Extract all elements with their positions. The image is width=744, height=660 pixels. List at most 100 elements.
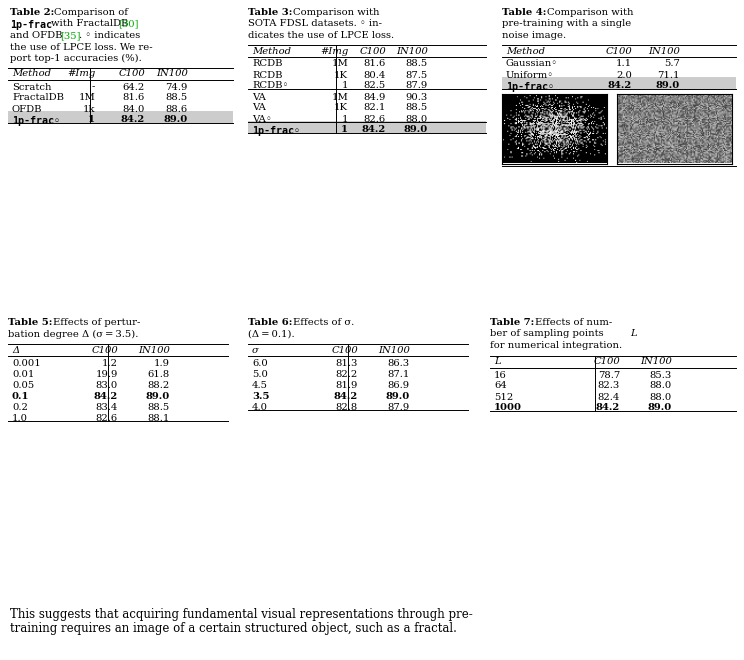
Text: L: L <box>630 329 637 339</box>
Text: Gaussian◦: Gaussian◦ <box>506 59 558 69</box>
Text: 88.0: 88.0 <box>405 114 428 123</box>
Text: 84.2: 84.2 <box>596 403 620 412</box>
Text: 88.6: 88.6 <box>166 104 188 114</box>
Text: bation degree Δ (σ = 3.5).: bation degree Δ (σ = 3.5). <box>8 329 138 339</box>
Text: [35]: [35] <box>60 31 80 40</box>
Text: port top-1 accuracies (%).: port top-1 accuracies (%). <box>10 54 142 63</box>
Text: 89.0: 89.0 <box>648 403 672 412</box>
Text: 82.6: 82.6 <box>96 414 118 423</box>
Text: 87.5: 87.5 <box>405 71 428 79</box>
Text: 81.3: 81.3 <box>336 359 358 368</box>
Text: 1: 1 <box>88 115 95 125</box>
Text: dicates the use of LPCE loss.: dicates the use of LPCE loss. <box>248 31 394 40</box>
Text: Effects of σ.: Effects of σ. <box>293 318 354 327</box>
Text: 16: 16 <box>494 370 507 380</box>
Text: 89.0: 89.0 <box>385 392 410 401</box>
Text: 5.0: 5.0 <box>252 370 268 379</box>
Text: 5.7: 5.7 <box>664 59 680 69</box>
Text: 1p-frac◦: 1p-frac◦ <box>12 115 60 125</box>
Text: 64: 64 <box>494 381 507 391</box>
Text: 1p-frac◦: 1p-frac◦ <box>506 81 554 92</box>
Text: 0.01: 0.01 <box>12 370 34 379</box>
Text: 84.9: 84.9 <box>364 92 386 102</box>
Text: 82.4: 82.4 <box>597 393 620 401</box>
Text: 0.05: 0.05 <box>12 381 34 390</box>
Text: 80.4: 80.4 <box>364 71 386 79</box>
Text: C100: C100 <box>92 346 118 355</box>
Text: FractalDB: FractalDB <box>12 94 64 102</box>
Text: . ◦ indicates: . ◦ indicates <box>79 31 141 40</box>
Text: 74.9: 74.9 <box>166 82 188 92</box>
Text: [30]: [30] <box>118 20 138 28</box>
Text: pre-training with a single: pre-training with a single <box>502 20 631 28</box>
Text: 71.1: 71.1 <box>658 71 680 79</box>
Text: 4.5: 4.5 <box>252 381 268 390</box>
Text: Scratch: Scratch <box>12 82 51 92</box>
Text: ber of sampling points: ber of sampling points <box>490 329 607 339</box>
Text: 1k: 1k <box>83 104 95 114</box>
Text: 81.6: 81.6 <box>364 59 386 69</box>
Text: 83.0: 83.0 <box>96 381 118 390</box>
Text: 87.1: 87.1 <box>388 370 410 379</box>
Text: 1M: 1M <box>331 92 348 102</box>
Text: 84.2: 84.2 <box>362 125 386 135</box>
Text: OFDB: OFDB <box>12 104 42 114</box>
Text: RCDB◦: RCDB◦ <box>252 81 289 90</box>
Text: IN100: IN100 <box>396 46 428 55</box>
Text: 1.1: 1.1 <box>616 59 632 69</box>
Text: RCDB: RCDB <box>252 71 283 79</box>
Text: 84.2: 84.2 <box>121 115 145 125</box>
Text: L: L <box>494 358 501 366</box>
Text: noise image.: noise image. <box>502 31 566 40</box>
Text: 1.9: 1.9 <box>154 359 170 368</box>
Text: σ: σ <box>252 346 259 355</box>
Text: This suggests that acquiring fundamental visual representations through pre-: This suggests that acquiring fundamental… <box>10 608 472 621</box>
Text: 87.9: 87.9 <box>405 81 428 90</box>
Text: 88.5: 88.5 <box>405 59 428 69</box>
Text: VA: VA <box>252 92 266 102</box>
Text: 1K: 1K <box>334 71 348 79</box>
Text: for numerical integration.: for numerical integration. <box>490 341 622 350</box>
Text: with FractalDB: with FractalDB <box>51 20 132 28</box>
Text: -: - <box>92 82 95 92</box>
Text: training requires an image of a certain structured object, such as a fractal.: training requires an image of a certain … <box>10 622 457 635</box>
Text: 82.5: 82.5 <box>364 81 386 90</box>
Text: 84.0: 84.0 <box>123 104 145 114</box>
Text: RCDB: RCDB <box>252 59 283 69</box>
Text: Δ: Δ <box>12 346 19 355</box>
Text: 81.9: 81.9 <box>336 381 358 390</box>
Text: the use of LPCE loss. We re-: the use of LPCE loss. We re- <box>10 42 153 51</box>
Text: C100: C100 <box>331 346 358 355</box>
Text: Table 7:: Table 7: <box>490 318 534 327</box>
Text: 4.0: 4.0 <box>252 403 268 412</box>
Text: 82.3: 82.3 <box>597 381 620 391</box>
Text: 1: 1 <box>341 125 348 135</box>
Text: 88.5: 88.5 <box>166 94 188 102</box>
Text: 6.0: 6.0 <box>252 359 268 368</box>
Text: 84.2: 84.2 <box>334 392 358 401</box>
Text: 88.5: 88.5 <box>405 104 428 112</box>
Text: IN100: IN100 <box>648 46 680 55</box>
Text: IN100: IN100 <box>640 358 672 366</box>
Text: 82.6: 82.6 <box>364 114 386 123</box>
Text: 1: 1 <box>341 81 348 90</box>
Text: Effects of num-: Effects of num- <box>535 318 612 327</box>
Text: C100: C100 <box>606 46 632 55</box>
Text: 89.0: 89.0 <box>146 392 170 401</box>
Text: Table 5:: Table 5: <box>8 318 52 327</box>
Text: C100: C100 <box>359 46 386 55</box>
Text: Method: Method <box>252 46 291 55</box>
Text: SOTA FDSL datasets. ◦ in-: SOTA FDSL datasets. ◦ in- <box>248 20 382 28</box>
Bar <box>502 77 736 88</box>
Text: Comparison of: Comparison of <box>54 8 128 17</box>
Text: 1.0: 1.0 <box>12 414 28 423</box>
Text: 88.1: 88.1 <box>147 414 170 423</box>
Text: 88.0: 88.0 <box>650 393 672 401</box>
Text: 2.0: 2.0 <box>616 71 632 79</box>
Text: 90.3: 90.3 <box>405 92 428 102</box>
Text: 86.9: 86.9 <box>388 381 410 390</box>
Text: 61.8: 61.8 <box>148 370 170 379</box>
Text: C100: C100 <box>593 358 620 366</box>
Text: Uniform◦: Uniform◦ <box>506 71 554 79</box>
Text: IN100: IN100 <box>138 346 170 355</box>
